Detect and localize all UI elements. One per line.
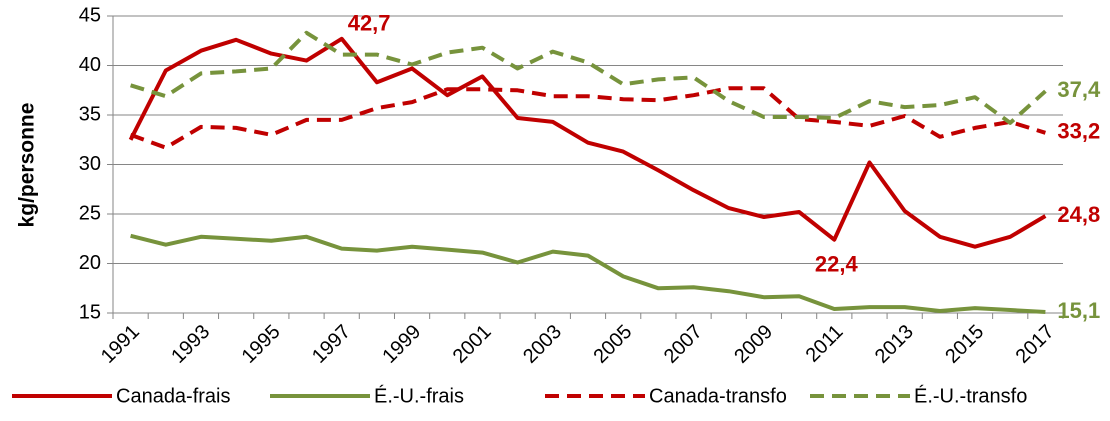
x-tick-label: 1997 — [308, 321, 355, 368]
y-tick-label: 20 — [79, 252, 101, 274]
y-tick-label: 25 — [79, 202, 101, 224]
y-axis-title: kg/personne — [16, 103, 39, 228]
series-line — [130, 233, 1046, 314]
series-line — [129, 86, 1046, 150]
x-tick-label: 2003 — [519, 321, 566, 368]
x-tick-label: 1995 — [238, 321, 285, 368]
y-tick-label: 15 — [79, 301, 101, 323]
x-tick-label: 2011 — [802, 321, 848, 367]
x-tick-label: 2007 — [660, 321, 707, 368]
series-line — [130, 30, 1047, 125]
x-tick-label: 2017 — [1012, 321, 1059, 368]
x-tick-label: 2001 — [449, 321, 496, 368]
value-label: 37,4 — [1057, 77, 1101, 102]
x-tick-label: 2005 — [589, 321, 636, 368]
legend-label: É.-U.-frais — [374, 384, 464, 407]
x-tick-label: 2013 — [871, 321, 918, 368]
value-label: 33,2 — [1057, 119, 1100, 144]
y-tick-label: 35 — [79, 103, 101, 125]
y-tick-label: 30 — [79, 153, 101, 175]
value-label: 22,4 — [815, 252, 859, 277]
x-tick-label: 1991 — [97, 321, 144, 368]
value-label: 15,1 — [1057, 298, 1100, 323]
legend-label: Canada-transfo — [649, 385, 787, 407]
x-tick-label: 2015 — [941, 321, 988, 368]
x-tick-label: 1999 — [378, 321, 425, 368]
x-tick-label: 1993 — [167, 321, 214, 368]
y-tick-label: 45 — [79, 4, 101, 26]
x-tick-label: 2009 — [730, 321, 777, 368]
value-label: 42,7 — [348, 11, 391, 36]
y-tick-label: 40 — [79, 54, 101, 76]
value-label: 24,8 — [1057, 202, 1100, 227]
legend-label: É.-U.-transfo — [914, 384, 1027, 407]
legend-label: Canada-frais — [116, 385, 231, 407]
